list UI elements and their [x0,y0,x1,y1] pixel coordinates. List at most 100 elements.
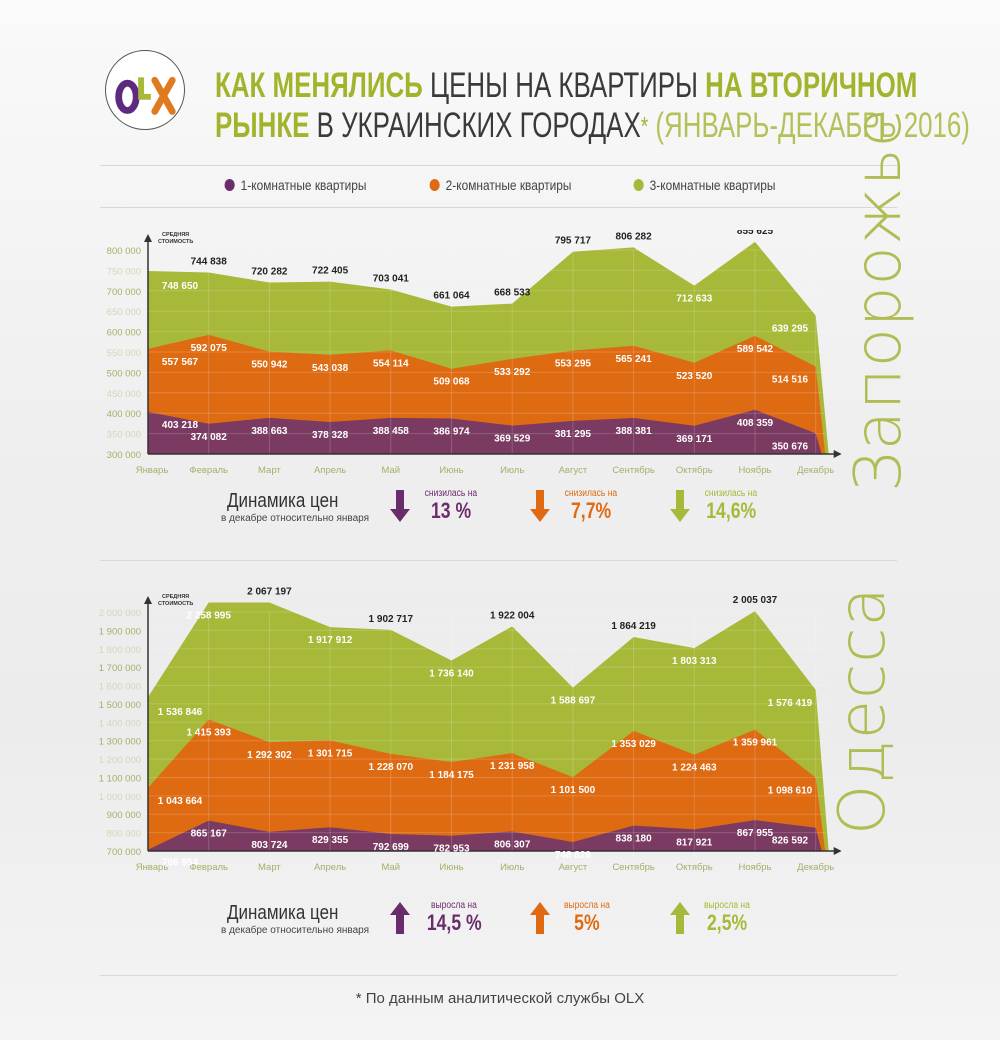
footnote: * По данным аналитической службы OLX [355,990,645,1007]
x-tick-label: Декабрь [797,465,834,476]
data-label: 543 038 [312,363,349,374]
data-label: 826 592 [772,836,809,847]
data-label: 829 355 [312,835,349,846]
y-tick-label: 1 100 000 [99,773,141,784]
change-caption: снизилась на [704,488,758,499]
y-tick-label: 550 000 [107,348,141,359]
dynamics-odessa: Динамика цен в декабре относительно янва… [221,902,369,936]
legend-label: 3-комнатные квартиры [650,177,776,193]
legend-label: 1-комнатные квартиры [240,177,366,193]
x-tick-label: Январь [136,465,169,476]
data-label: 1 359 961 [733,738,778,749]
data-label: 388 381 [616,426,653,437]
data-label: 1 228 070 [369,762,414,773]
arrow-down-icon [390,489,410,522]
data-label: 523 520 [676,371,713,382]
divider [100,975,897,976]
data-label: 1 184 175 [429,770,474,781]
area-series-1-room [148,409,822,454]
data-label: 817 921 [676,837,713,848]
y-tick-label: 1 000 000 [99,792,141,803]
data-label: 1 736 140 [429,669,474,680]
y-tick-label: 1 700 000 [99,663,141,674]
area-series-1-room [148,820,822,851]
data-label: 712 633 [676,294,713,305]
title-text: В УКРАИНСКИХ ГОРОДАХ [309,106,641,145]
data-label: 1 353 029 [611,739,656,750]
y-tick-label: 1 400 000 [99,718,141,729]
change-value: 5% [574,910,600,935]
y-tick-label: 450 000 [107,389,141,400]
x-tick-label: Апрель [314,465,346,476]
dynamics-change-item: снизилась на 7,7% [530,488,622,523]
y-tick-label: 700 000 [107,287,141,298]
data-label: 1 536 846 [158,707,203,718]
data-label: 381 295 [555,429,592,440]
data-label: 1 043 664 [158,796,203,807]
data-label: 792 699 [373,842,410,853]
y-tick-label: 1 900 000 [99,626,141,637]
x-tick-label: Август [559,465,588,476]
data-label: 369 171 [676,434,713,445]
y-tick-label: 2 000 000 [99,608,141,619]
dynamics-change-item: выросла на 2,5% [670,900,754,935]
data-label: 1 415 393 [186,727,231,738]
title-highlight: НА ВТОРИЧНОМ [705,66,918,105]
dynamics-change-item: снизилась на 13 % [390,488,482,523]
data-label: 720 282 [251,267,288,278]
data-label: 1 922 004 [490,610,535,621]
data-label: 2 005 037 [733,595,778,606]
data-label: 867 955 [737,828,774,839]
x-tick-label: Октябрь [676,465,713,476]
x-tick-label: Июнь [439,862,463,873]
legend-dot-icon [429,179,440,191]
change-value: 13 % [430,498,471,523]
change-caption: выросла на [431,900,478,911]
data-label: 1 231 958 [490,761,535,772]
data-label: 722 405 [312,266,349,277]
x-tick-label: Май [381,465,400,476]
data-label: 350 676 [772,441,809,452]
data-label: 388 663 [251,426,288,437]
dynamics-subtitle: в декабре относительно января [221,513,370,524]
y-tick-label: 750 000 [107,266,141,277]
data-label: 388 458 [373,426,410,437]
data-label: 744 838 [191,257,228,268]
arrow-up-icon [530,901,550,934]
data-label: 1 101 500 [551,785,596,796]
legend-label: 2-комнатные квартиры [445,177,571,193]
data-label: 1 902 717 [369,614,414,625]
data-label: 1 292 302 [247,750,292,761]
y-tick-label: 400 000 [107,409,141,420]
data-label: 565 241 [616,354,653,365]
x-tick-label: Январь [136,862,169,873]
title-period: (ЯНВАРЬ-ДЕКАБРЬ 2016) [648,106,970,145]
dynamics-change-item: снизилась на 14,6% [670,488,762,523]
data-label: 706 954 [162,858,199,869]
data-label: 795 717 [555,236,592,247]
x-tick-label: Сентябрь [612,862,655,873]
data-label: 374 082 [191,432,228,443]
data-label: 369 529 [494,434,531,445]
data-label: 748 650 [162,281,199,292]
arrow-up-icon [670,901,690,934]
data-label: 378 328 [312,430,349,441]
dynamics-subtitle: в декабре относительно января [221,925,370,936]
legend-item-1-room: 1-комнатные квартиры [224,177,366,193]
x-tick-label: Ноябрь [739,862,772,873]
y-tick-label: 700 000 [107,847,141,858]
x-tick-label: Март [258,465,281,476]
divider [100,165,897,166]
divider [100,207,897,208]
legend-dot-icon [224,179,235,191]
data-label: 1 864 219 [611,621,656,632]
data-label: 748 829 [555,850,592,861]
data-label: 1 917 912 [308,635,353,646]
data-label: 855 625 [737,230,774,237]
change-caption: снизилась на [564,488,618,499]
odessa-chart: 700 000 800 000 900 000 1 000 000 1 100 000 1… [99,586,842,873]
data-label: 838 180 [616,834,653,845]
y-tick-label: 300 000 [107,450,141,461]
change-caption: выросла на [704,900,750,911]
title-text: ЦЕНЫ НА КВАРТИРЫ [422,66,706,105]
